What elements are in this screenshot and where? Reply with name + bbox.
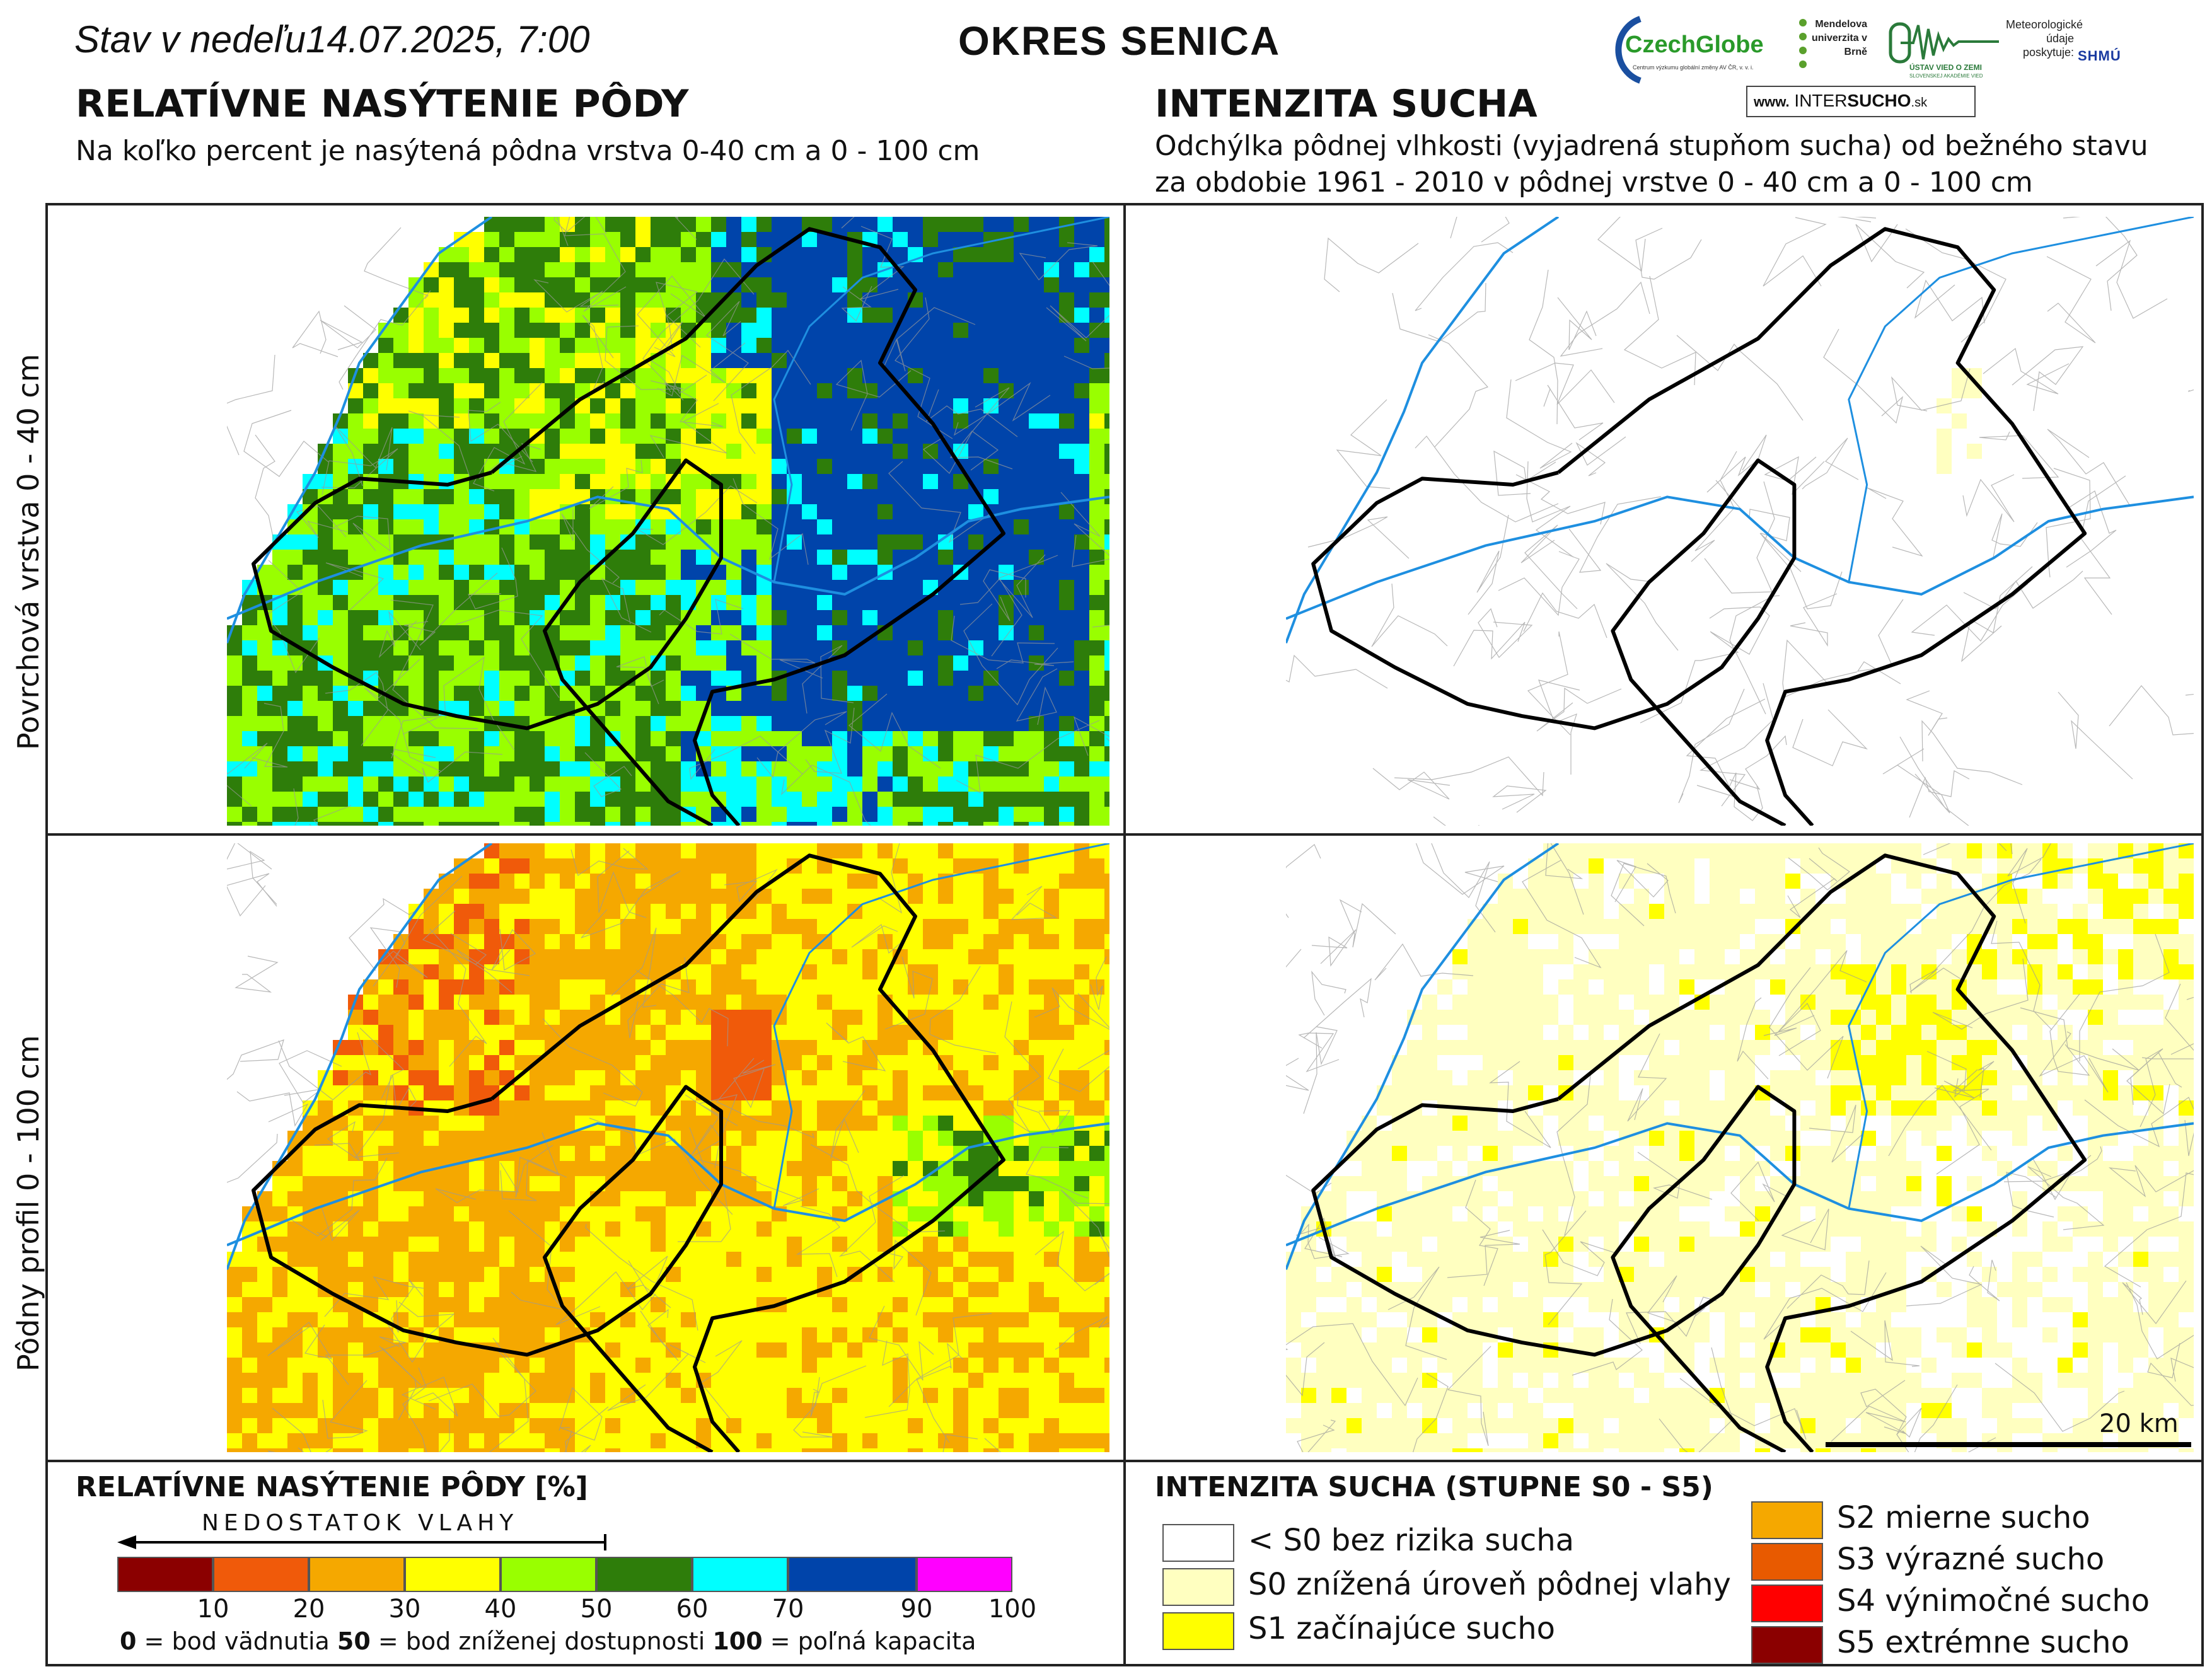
colorbar-tick: 100 bbox=[988, 1595, 1037, 1624]
intersucho-suffix: .sk bbox=[1911, 96, 1928, 110]
note-100-value: 100 bbox=[712, 1627, 763, 1655]
colorbar-tick: 40 bbox=[484, 1595, 517, 1624]
frame-vertical-divider bbox=[1123, 203, 1126, 1666]
deficit-arrow-icon bbox=[117, 1534, 606, 1550]
drought-legend-swatch bbox=[1162, 1524, 1234, 1562]
map-topsoil-saturation bbox=[227, 217, 1109, 826]
czechglobe-sub: Centrum výzkumu globální změny AV ČR, v.… bbox=[1633, 64, 1754, 71]
saturation-legend-note: 0 = bod vädnutia 50 = bod zníženej dostu… bbox=[120, 1627, 976, 1655]
map-profile-drought bbox=[1286, 843, 2194, 1452]
czechglobe-logo: CzechGlobe Centrum výzkumu globální změn… bbox=[1607, 15, 1790, 91]
czechglobe-name: CzechGlobe bbox=[1625, 32, 1764, 58]
report-date: Stav v nedeľu14.07.2025, 7:00 bbox=[74, 18, 590, 61]
colorbar-class-40-50 bbox=[501, 1557, 596, 1592]
colorbar-tick: 70 bbox=[772, 1595, 804, 1624]
meteo-provider: Meteorologické údaje poskytuje: SHMÚ bbox=[2006, 18, 2132, 87]
meteo-line-3: poskytuje: bbox=[2022, 46, 2074, 59]
note-0-value: 0 bbox=[120, 1627, 137, 1655]
colorbar-tick: 10 bbox=[197, 1595, 229, 1624]
drought-legend-swatch bbox=[1751, 1543, 1823, 1581]
colorbar-tick: 90 bbox=[900, 1595, 933, 1624]
scale-bar bbox=[1826, 1442, 2191, 1447]
colorbar-class-30-40 bbox=[405, 1557, 501, 1592]
drought-legend-title: INTENZITA SUCHA (STUPNE S0 - S5) bbox=[1155, 1471, 1713, 1503]
meteo-line-2: údaje bbox=[2046, 32, 2074, 45]
colorbar-class-20-30 bbox=[309, 1557, 405, 1592]
mendelu-name: Mendelova univerzita v Brně bbox=[1811, 19, 1867, 57]
map-profile-saturation-canvas bbox=[227, 843, 1109, 1452]
saturation-section-subtitle: Na koľko percent je nasýtená pôdna vrstv… bbox=[76, 135, 980, 167]
saturation-legend-title: RELATÍVNE NASÝTENIE PÔDY [%] bbox=[76, 1471, 588, 1503]
map-topsoil-saturation-canvas bbox=[227, 217, 1109, 826]
drought-legend-label: S3 výrazné sucho bbox=[1837, 1542, 2105, 1577]
colorbar-class-70-90 bbox=[788, 1557, 917, 1592]
drought-legend-label: S2 mierne sucho bbox=[1837, 1500, 2090, 1535]
drought-legend-label: S4 výnimočné sucho bbox=[1837, 1583, 2150, 1619]
intersucho-link[interactable]: www. INTERSUCHO.sk bbox=[1746, 86, 1976, 117]
date-prefix: Stav v nedeľu bbox=[74, 18, 306, 61]
colorbar-class-90-100 bbox=[917, 1557, 1012, 1592]
saturation-section-title: RELATÍVNE NASÝTENIE PÔDY bbox=[76, 82, 689, 126]
deficit-arrow-label: NEDOSTATOK VLAHY bbox=[202, 1510, 519, 1536]
row-label-profile: Pôdny profil 0 - 100 cm bbox=[11, 1035, 45, 1371]
logos-strip: CzechGlobe Centrum výzkumu globální změn… bbox=[1607, 11, 2137, 118]
drought-section-title: INTENZITA SUCHA bbox=[1155, 82, 1537, 126]
note-50-text: = bod zníženej dostupnosti bbox=[370, 1627, 713, 1655]
note-0-text: = bod vädnutia bbox=[136, 1627, 337, 1655]
frame-row-divider bbox=[45, 833, 2204, 836]
colorbar-class-0-10 bbox=[117, 1557, 213, 1592]
shmu-logo: SHMÚ bbox=[2078, 48, 2121, 64]
drought-legend-swatch bbox=[1751, 1585, 1823, 1622]
colorbar-tick: 30 bbox=[388, 1595, 421, 1624]
drought-legend-label: S1 začínajúce sucho bbox=[1248, 1611, 1555, 1646]
mendelu-logo: Mendelova univerzita v Brně bbox=[1797, 15, 1872, 84]
drought-legend-label: S5 extrémne sucho bbox=[1837, 1625, 2129, 1660]
colorbar-tick: 20 bbox=[292, 1595, 325, 1624]
colorbar-class-10-20 bbox=[213, 1557, 309, 1592]
drought-legend-swatch bbox=[1751, 1626, 1823, 1664]
intersucho-b: SUCHO bbox=[1847, 91, 1911, 110]
date-value: 14.07.2025, 7:00 bbox=[306, 18, 590, 61]
czechglobe-arc-icon bbox=[1615, 16, 1642, 84]
map-profile-saturation bbox=[227, 843, 1109, 1452]
drought-section-subtitle-2: za obdobie 1961 - 2010 v pôdnej vrstve 0… bbox=[1155, 166, 2033, 199]
seismograph-icon bbox=[1889, 22, 1999, 64]
meteo-line-1: Meteorologické bbox=[2006, 18, 2083, 31]
drought-legend-swatch bbox=[1751, 1501, 1823, 1539]
mendelu-dots-icon bbox=[1799, 19, 1807, 68]
drought-legend-swatch bbox=[1162, 1612, 1234, 1650]
note-50-value: 50 bbox=[337, 1627, 371, 1655]
colorbar-tick: 60 bbox=[676, 1595, 709, 1624]
drought-legend-swatch bbox=[1162, 1568, 1234, 1606]
map-topsoil-drought bbox=[1286, 217, 2194, 826]
uvz-sub: SLOVENSKEJ AKADÉMIE VIED bbox=[1909, 73, 1983, 79]
colorbar-class-50-60 bbox=[596, 1557, 692, 1592]
district-title: OKRES SENICA bbox=[958, 18, 1281, 64]
map-profile-drought-canvas bbox=[1286, 843, 2194, 1452]
scale-label: 20 km bbox=[2099, 1409, 2179, 1438]
intersucho-a: INTER bbox=[1794, 91, 1848, 110]
frame-legend-divider bbox=[45, 1460, 2204, 1462]
row-label-topsoil: Povrchová vrstva 0 - 40 cm bbox=[11, 354, 45, 750]
drought-legend-label: S0 znížená úroveň pôdnej vlahy bbox=[1248, 1567, 1731, 1602]
colorbar-class-60-70 bbox=[692, 1557, 788, 1592]
colorbar-tick: 50 bbox=[580, 1595, 613, 1624]
note-100-text: = poľná kapacita bbox=[762, 1627, 976, 1655]
intersucho-prefix: www. bbox=[1754, 94, 1790, 110]
uvz-logo: ÚSTAV VIED O ZEMI SLOVENSKEJ AKADÉMIE VI… bbox=[1888, 18, 2001, 87]
drought-section-subtitle-1: Odchýlka pôdnej vlhkosti (vyjadrená stup… bbox=[1155, 130, 2148, 162]
map-topsoil-drought-canvas bbox=[1286, 217, 2194, 826]
drought-legend-label: < S0 bez rizika sucha bbox=[1248, 1523, 1575, 1558]
uvz-name: ÚSTAV VIED O ZEMI bbox=[1909, 63, 1982, 72]
